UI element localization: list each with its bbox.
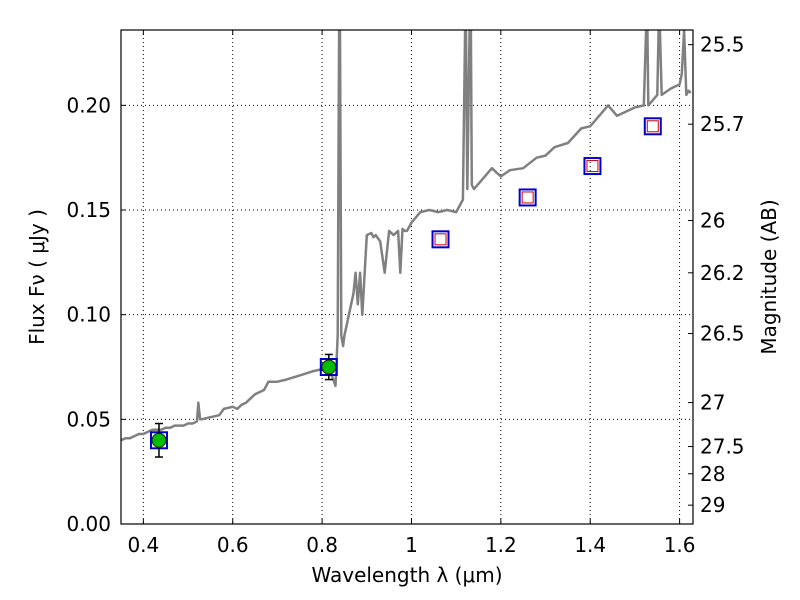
y2-tick-label: 28 (700, 462, 725, 486)
y-tick-label: 0.15 (66, 198, 111, 222)
y2-tick-label: 26.5 (700, 322, 745, 346)
model-flux-square (431, 230, 450, 249)
y-axis-label: Flux Fν ( μJy ) (25, 209, 49, 345)
upper-limit-square (646, 120, 659, 133)
x-tick-label: 1.4 (574, 533, 606, 557)
plot-frame (120, 29, 694, 525)
y2-tick-label: 29 (700, 493, 725, 517)
x-tick-label: 0.6 (217, 533, 249, 557)
model-flux-square (643, 117, 662, 136)
model-flux-square (583, 157, 602, 176)
x-tick-label: 1.6 (664, 533, 696, 557)
upper-limit-square (434, 233, 447, 246)
y-tick-label: 0.20 (66, 93, 111, 117)
upper-limit-square (521, 191, 534, 204)
y-tick-label: 0.00 (66, 512, 111, 536)
y-tick-label: 0.10 (66, 303, 111, 327)
y2-tick-label: 26.2 (700, 261, 745, 285)
upper-limit-square (586, 160, 599, 173)
observed-flux-point (321, 359, 337, 375)
photometry-points-layer (149, 117, 662, 458)
x-axis-label: Wavelength λ (μm) (311, 563, 502, 587)
x-tick-label: 0.4 (127, 533, 159, 557)
y2-tick-label: 25.5 (700, 33, 745, 57)
observed-flux-point (151, 432, 167, 448)
x-tick-label: 1.2 (485, 533, 517, 557)
x-tick-label: 0.8 (306, 533, 338, 557)
model-spectrum-line (121, 30, 692, 442)
model-flux-square (518, 188, 537, 207)
y2-tick-label: 27.5 (700, 435, 745, 459)
axis-ticks: 0.4 0.6 0.8 1 1.2 1.4 1.6 0.00 0.05 0.10 0.15 0.20 2… (66, 30, 745, 557)
grid (121, 30, 693, 525)
y2-tick-label: 27 (700, 391, 725, 415)
y2-tick-label: 25.7 (700, 112, 745, 136)
model-spectrum-layer (121, 30, 692, 442)
y2-tick-label: 26 (700, 208, 725, 232)
x-tick-label: 1 (405, 533, 418, 557)
y2-axis-label: Magnitude (AB) (757, 199, 781, 354)
y-tick-label: 0.05 (66, 407, 111, 431)
